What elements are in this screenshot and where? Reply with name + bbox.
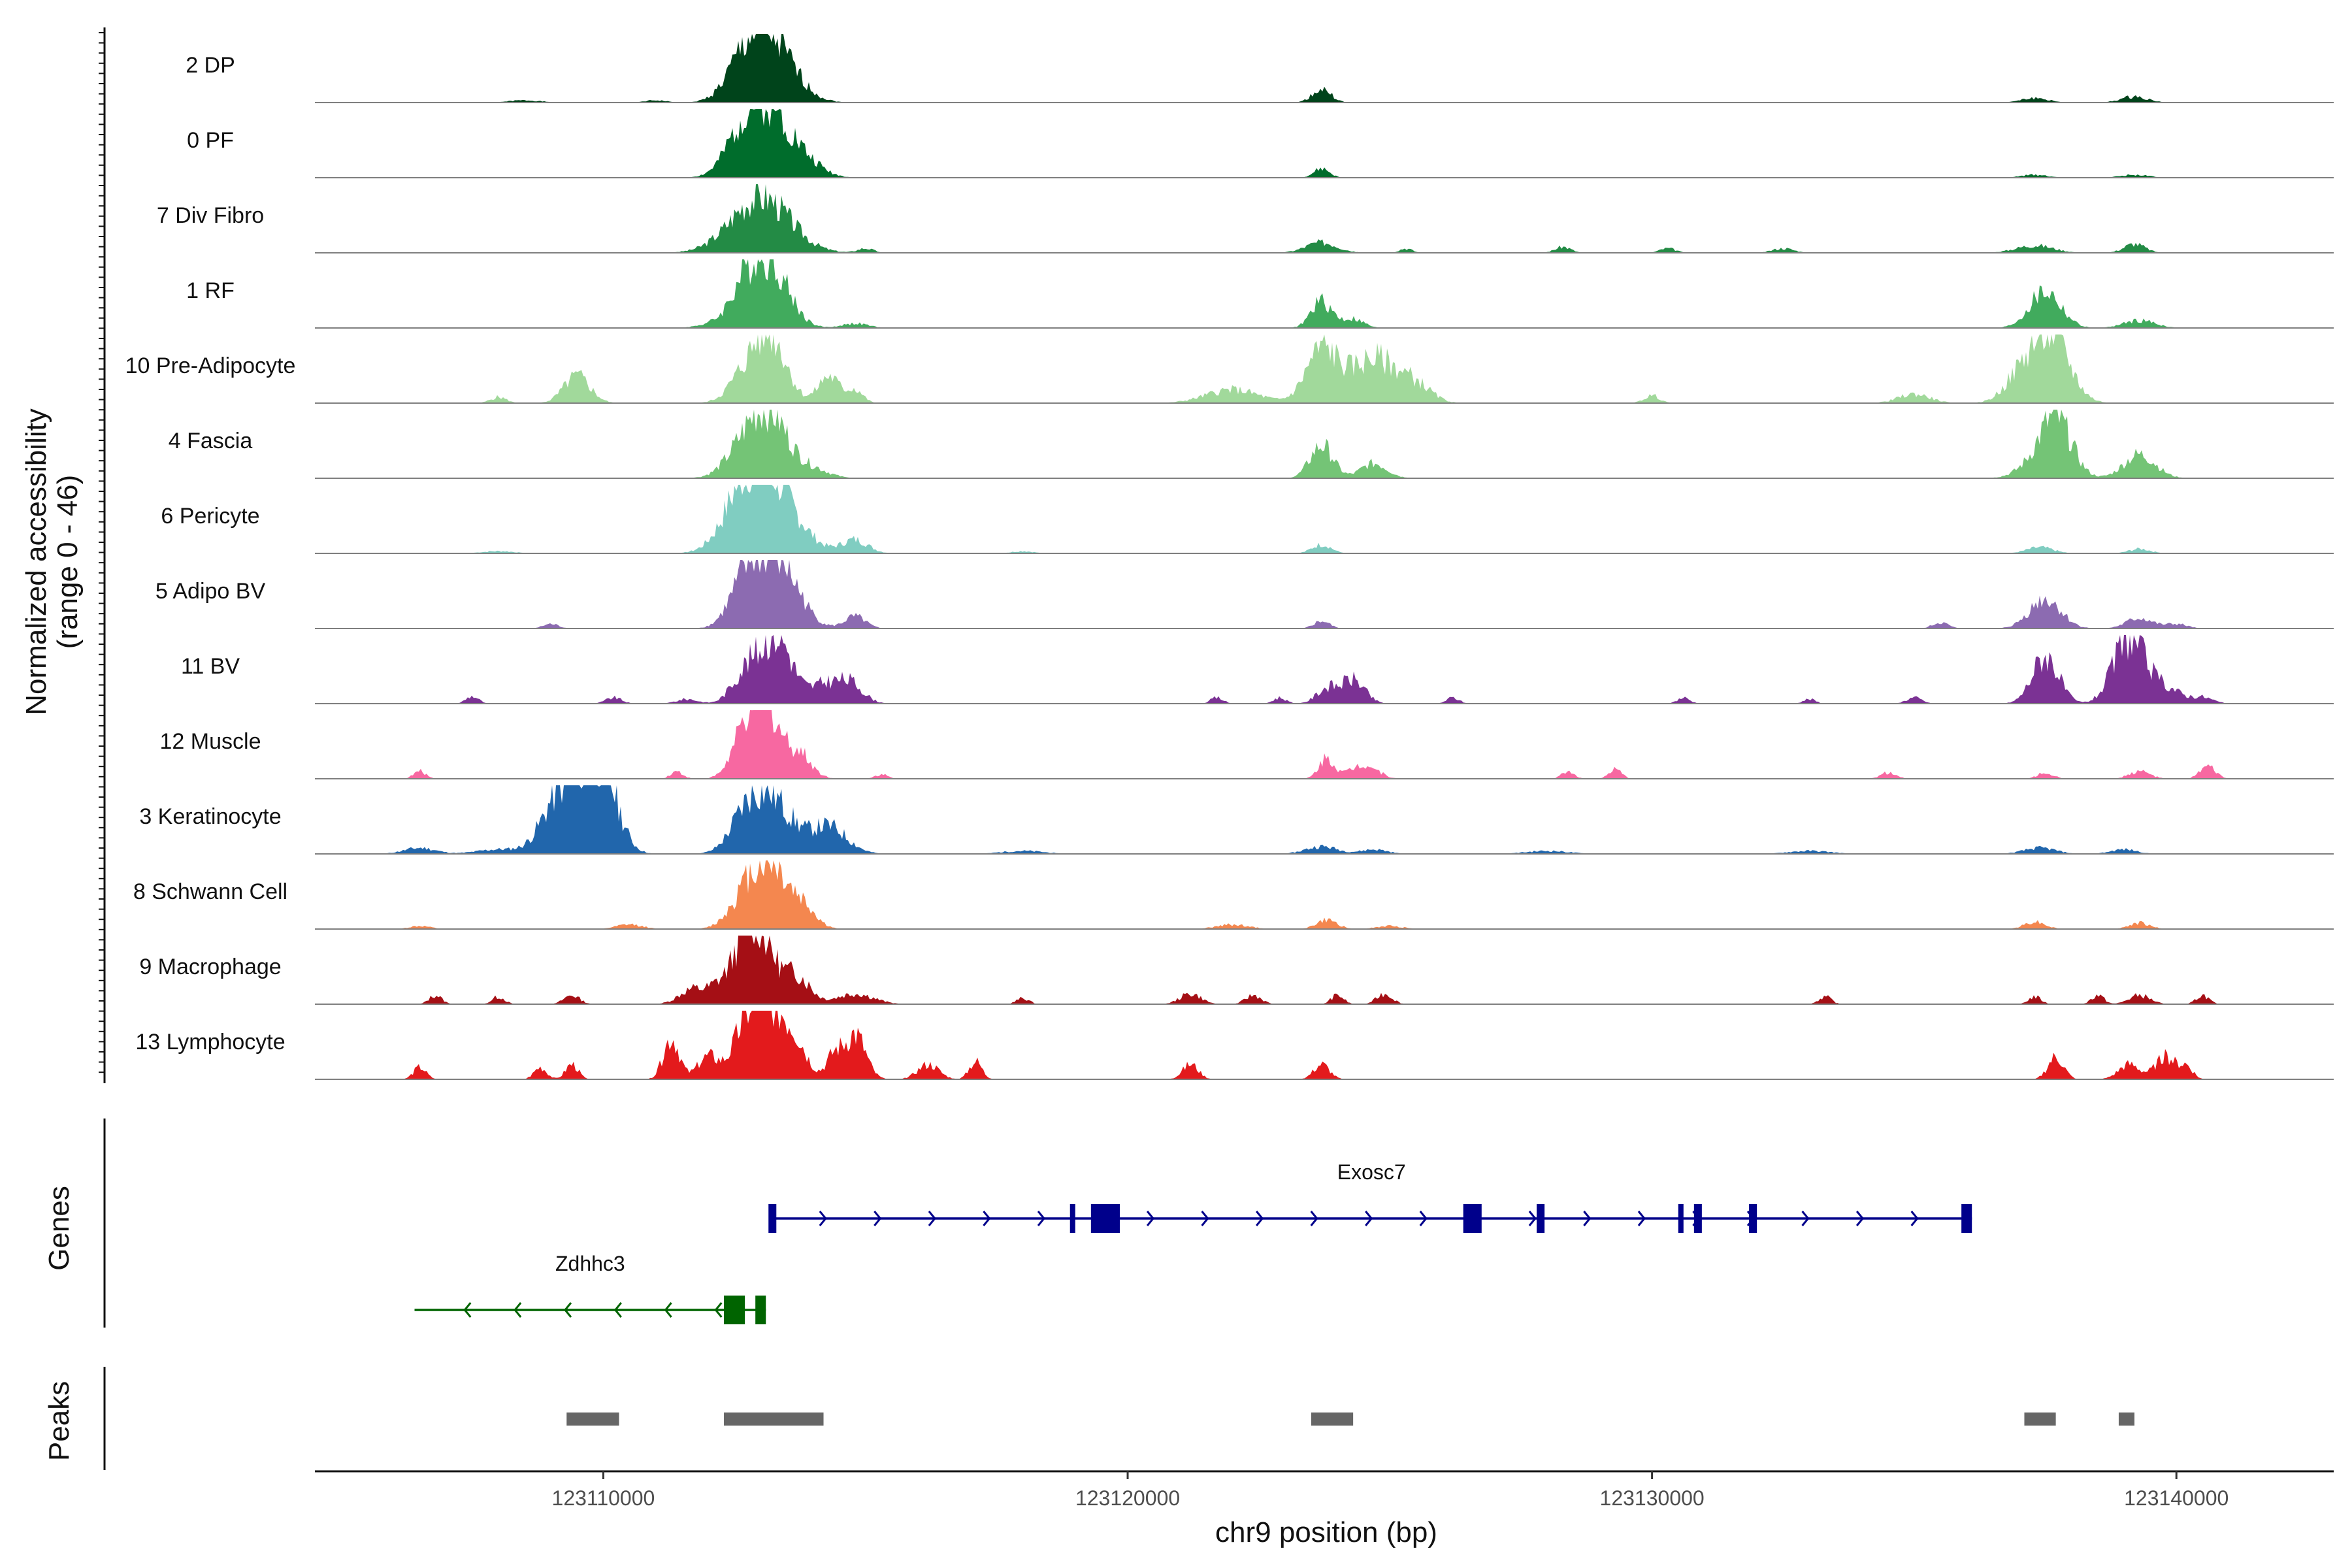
strand-arrow-0 — [1255, 1211, 1264, 1226]
track-label-7: 5 Adipo BV — [155, 579, 266, 604]
exon-0 — [1070, 1204, 1075, 1233]
track-label-8: 11 BV — [181, 654, 240, 679]
gene-label-0: Exosc7 — [1337, 1160, 1406, 1184]
exon-1 — [724, 1296, 745, 1324]
coverage-area-track-11 — [315, 860, 2334, 929]
strand-arrow-0 — [1201, 1211, 1209, 1226]
exon-0 — [1678, 1204, 1684, 1233]
strand-arrow-0 — [983, 1211, 991, 1226]
exon-1 — [755, 1296, 766, 1324]
x-axis-tick-label: 123130000 — [1600, 1486, 1705, 1510]
strand-arrow-0 — [1528, 1211, 1537, 1226]
coverage-area-track-9 — [315, 710, 2334, 779]
peaks-track-title: Peaks — [43, 1381, 75, 1461]
coverage-area-track-3 — [315, 259, 2334, 328]
peak-track — [566, 1413, 2135, 1426]
strand-arrow-0 — [1637, 1211, 1646, 1226]
strand-arrow-1 — [564, 1302, 572, 1318]
x-axis-tick-label: 123120000 — [1075, 1486, 1180, 1510]
strand-arrow-0 — [874, 1211, 882, 1226]
track-label-9: 12 Muscle — [160, 729, 261, 754]
strand-arrow-0 — [1855, 1211, 1865, 1226]
peak-region-2 — [1311, 1413, 1354, 1426]
strand-arrow-0 — [1910, 1211, 1919, 1226]
strand-arrow-0 — [1801, 1211, 1810, 1226]
coverage-area-track-2 — [315, 184, 2334, 253]
coverage-area-track-5 — [315, 410, 2334, 478]
exon-0 — [1463, 1204, 1482, 1233]
track-label-4: 10 Pre-Adipocyte — [125, 353, 296, 378]
strand-arrow-0 — [819, 1211, 827, 1226]
coverage-area-track-12 — [315, 936, 2334, 1004]
coverage-tracks: 2 DP 0 PF 7 Div Fibro 1 RF 10 Pre-Adipocyte 4… — [125, 34, 2334, 1080]
strand-arrow-0 — [1037, 1211, 1045, 1226]
track-label-12: 9 Macrophage — [139, 955, 281, 979]
strand-arrow-0 — [1419, 1211, 1428, 1226]
peak-region-4 — [2118, 1413, 2135, 1426]
strand-arrow-0 — [1310, 1211, 1318, 1226]
strand-arrow-0 — [1365, 1211, 1373, 1226]
exon-0 — [1693, 1204, 1702, 1233]
exon-0 — [1749, 1204, 1757, 1233]
y-axis-range-label: (range 0 - 46) — [52, 475, 84, 649]
strand-arrow-1 — [714, 1302, 723, 1318]
track-label-0: 2 DP — [186, 53, 235, 78]
coverage-area-track-6 — [315, 485, 2334, 553]
track-label-3: 1 RF — [186, 278, 235, 303]
x-axis: 123110000 123120000 123130000 123140000 — [99, 27, 2334, 1510]
exon-0 — [1961, 1204, 1972, 1233]
track-label-2: 7 Div Fibro — [157, 203, 264, 228]
track-label-13: 13 Lymphocyte — [135, 1030, 285, 1054]
exon-0 — [768, 1204, 777, 1233]
track-label-11: 8 Schwann Cell — [133, 879, 287, 904]
track-label-1: 0 PF — [187, 128, 234, 153]
strand-arrow-0 — [1146, 1211, 1154, 1226]
track-label-10: 3 Keratinocyte — [139, 804, 281, 829]
coverage-area-track-0 — [315, 34, 2334, 103]
x-axis-title: chr9 position (bp) — [1215, 1516, 1437, 1548]
x-axis-tick-label: 123140000 — [2124, 1486, 2229, 1510]
y-axis-title: Normalized accessibility — [20, 408, 52, 715]
x-axis-tick-label: 123110000 — [552, 1486, 655, 1510]
coverage-area-track-13 — [315, 1011, 2334, 1079]
gene-annotation-track: Exosc7 Zdhhc3 — [414, 1160, 1972, 1324]
exon-0 — [1537, 1204, 1545, 1233]
track-label-6: 6 Pericyte — [161, 504, 259, 529]
strand-arrow-1 — [613, 1302, 622, 1318]
coverage-area-track-8 — [315, 635, 2334, 704]
coverage-area-track-1 — [315, 109, 2334, 178]
strand-arrow-1 — [664, 1302, 672, 1318]
strand-arrow-0 — [928, 1211, 936, 1226]
genes-track-title: Genes — [43, 1186, 75, 1271]
strand-arrow-1 — [463, 1302, 472, 1318]
strand-arrow-1 — [514, 1302, 522, 1318]
gene-label-1: Zdhhc3 — [555, 1252, 625, 1275]
exon-0 — [1090, 1204, 1120, 1233]
coverage-area-track-4 — [315, 335, 2334, 403]
peak-region-3 — [2024, 1413, 2056, 1426]
track-label-5: 4 Fascia — [169, 429, 253, 453]
peak-region-1 — [724, 1413, 824, 1426]
peak-region-0 — [566, 1413, 619, 1426]
coverage-area-track-10 — [315, 785, 2334, 854]
strand-arrow-0 — [1583, 1211, 1592, 1226]
coverage-area-track-7 — [315, 560, 2334, 629]
